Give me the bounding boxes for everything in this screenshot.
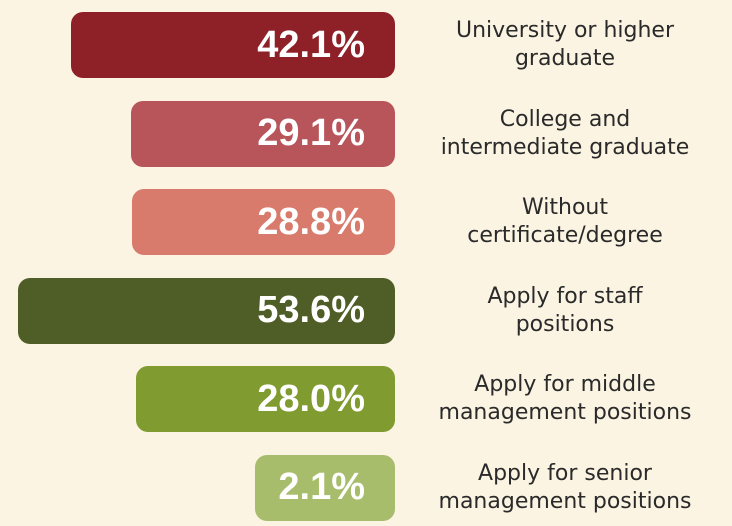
value-label: 42.1%: [257, 23, 365, 66]
bar: 28.8%: [132, 189, 395, 255]
bar: 28.0%: [135, 366, 395, 432]
bar: 2.1%: [255, 454, 395, 521]
category-label: Apply for middle management positions: [438, 372, 692, 425]
bar: 29.1%: [130, 100, 395, 167]
bar: 42.1%: [70, 12, 395, 78]
value-label: 28.8%: [257, 200, 365, 243]
value-label: 28.0%: [257, 377, 365, 420]
bar: 53.6%: [18, 277, 395, 344]
value-label: 29.1%: [257, 112, 365, 154]
category-label: University or higher graduate: [455, 18, 674, 71]
category-label: Apply for staff positions: [487, 283, 643, 337]
value-label: 53.6%: [257, 289, 365, 331]
category-label: Without certificate/degree: [467, 195, 663, 248]
category-label: College and intermediate graduate: [440, 106, 690, 160]
value-label: 2.1%: [278, 466, 365, 508]
category-label: Apply for senior management positions: [438, 460, 692, 514]
